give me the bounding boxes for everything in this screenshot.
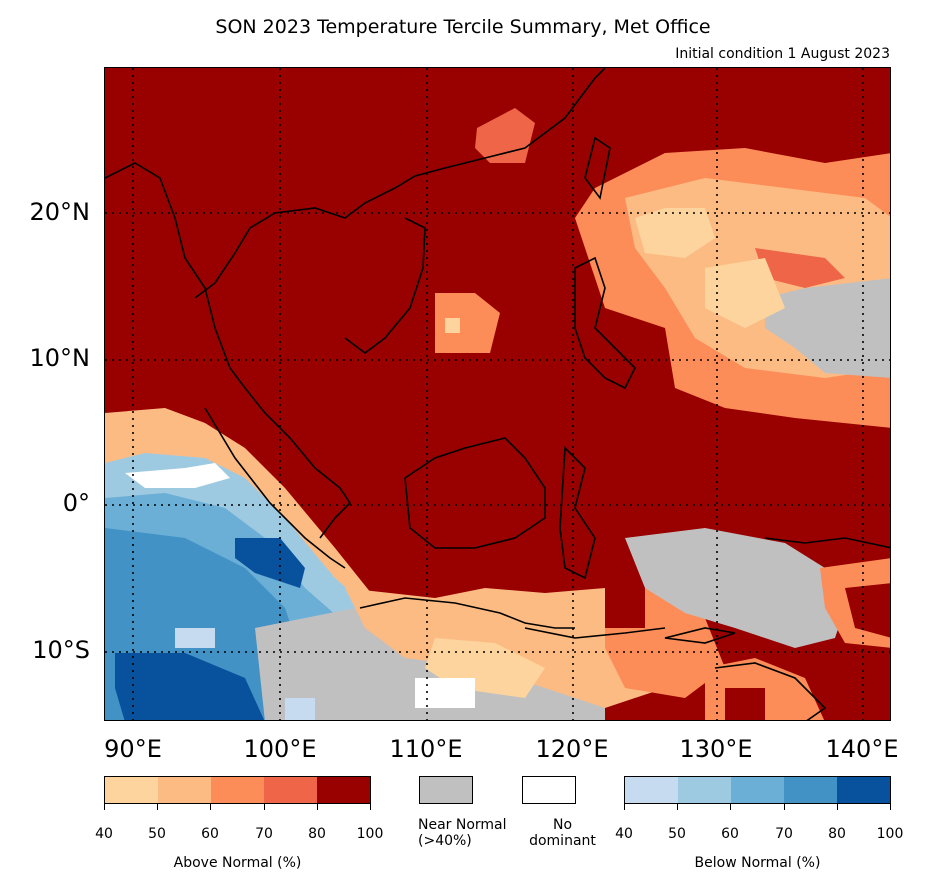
lon-label-140e: 140°E: [825, 735, 899, 763]
above-60-swatch: [211, 777, 264, 803]
gridlines: [105, 68, 890, 720]
region-scs-patch: [435, 293, 500, 353]
lon-label-120e: 120°E: [535, 735, 609, 763]
lon-label-90e: 90°E: [104, 735, 162, 763]
above-tick-70: 70: [255, 826, 273, 842]
initial-condition-label: Initial condition 1 August 2023: [675, 46, 890, 62]
below-40-swatch: [625, 777, 678, 803]
no-dominant-label: No dominant: [529, 817, 596, 849]
below-50-swatch: [678, 777, 731, 803]
below-tick-50: 50: [668, 826, 686, 842]
below-tick-60: 60: [721, 826, 739, 842]
coastlines: [105, 68, 890, 720]
lon-label-110e: 110°E: [389, 735, 463, 763]
region-pacific-above: [575, 148, 890, 428]
below-70-swatch: [784, 777, 837, 803]
below-80-swatch: [837, 777, 890, 803]
lat-label-20n: 20°N: [29, 198, 91, 226]
below-normal-colorbar: [624, 776, 891, 804]
lat-label-10n: 10°N: [29, 344, 91, 372]
above-70-swatch: [264, 777, 317, 803]
tercile-map: [104, 67, 891, 721]
below-tick-100: 100: [876, 826, 904, 842]
above-80-swatch: [317, 777, 370, 803]
near-normal-label: Near Normal (>40%): [418, 817, 507, 849]
region-near-normal-east: [625, 528, 845, 648]
above-tick-60: 60: [201, 826, 219, 842]
above-tick-40: 40: [95, 826, 113, 842]
above-40-swatch: [105, 777, 158, 803]
map-canvas: [105, 68, 890, 720]
above-tick-50: 50: [148, 826, 166, 842]
above-tick-100: 100: [356, 826, 384, 842]
above-normal-label: Above Normal (%): [173, 855, 302, 871]
lat-label-0: 0°: [62, 489, 90, 517]
map-title: SON 2023 Temperature Tercile Summary, Me…: [215, 16, 711, 38]
below-60-swatch: [731, 777, 784, 803]
lon-label-130e: 130°E: [679, 735, 753, 763]
above-tick-80: 80: [308, 826, 326, 842]
lat-label-10s: 10°S: [32, 636, 90, 664]
above-50-swatch: [158, 777, 211, 803]
below-tick-70: 70: [775, 826, 793, 842]
above-normal-colorbar: [104, 776, 371, 804]
region-south-above: [345, 583, 825, 720]
lon-label-100e: 100°E: [243, 735, 317, 763]
below-normal-label: Below Normal (%): [694, 855, 821, 871]
no-dominant-swatch: [522, 776, 576, 804]
below-tick-40: 40: [615, 826, 633, 842]
below-tick-80: 80: [828, 826, 846, 842]
near-normal-swatch: [419, 776, 473, 804]
